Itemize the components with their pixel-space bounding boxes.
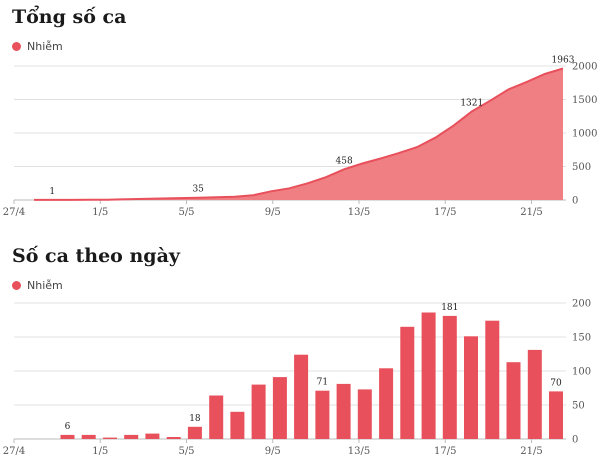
y-tick-label: 500 xyxy=(572,162,591,173)
data-label: 1321 xyxy=(460,98,483,108)
x-tick-label: 17/5 xyxy=(434,446,456,457)
bar xyxy=(81,434,96,439)
legend-swatch-icon xyxy=(12,281,21,290)
data-label: 71 xyxy=(317,378,328,388)
bar xyxy=(400,326,415,439)
x-tick-label: 21/5 xyxy=(520,446,542,457)
bar xyxy=(527,349,542,439)
x-tick-label: 27/4 xyxy=(3,207,25,218)
bar xyxy=(485,320,500,439)
y-tick-label: 1000 xyxy=(572,129,597,140)
legend-label: Nhiễm xyxy=(27,40,63,53)
cumulative-area-chart: 0 500 1000 1500 2000 27/4 1/5 5/5 9/5 13/5 17/5 21/… xyxy=(3,55,598,218)
bar xyxy=(549,391,563,439)
bar xyxy=(145,433,160,439)
y-tick-label: 0 xyxy=(572,196,578,207)
bar xyxy=(272,377,287,439)
bar xyxy=(464,336,478,439)
data-label: 1963 xyxy=(552,55,575,65)
legend-swatch-icon xyxy=(12,42,21,51)
data-label: 35 xyxy=(192,185,204,195)
bar xyxy=(379,368,394,439)
cumulative-chart-title: Tổng số ca xyxy=(12,6,127,28)
x-tick-label: 5/5 xyxy=(178,446,194,457)
bar xyxy=(187,426,202,439)
daily-cases-panel: Số ca theo ngày Nhiễm 0 50 100 150 200 27/4 1/… xyxy=(0,237,600,461)
bar xyxy=(442,315,457,439)
x-tick-label: 9/5 xyxy=(265,207,281,218)
y-tick-label: 0 xyxy=(572,435,578,446)
bar xyxy=(294,354,309,439)
bar xyxy=(336,383,351,439)
legend-label: Nhiễm xyxy=(27,279,63,292)
y-tick-label: 100 xyxy=(572,367,591,378)
daily-bar-chart: 0 50 100 150 200 27/4 1/5 5/5 9/5 13/5 17/5 21/5 6 18… xyxy=(3,299,591,458)
bar xyxy=(421,312,436,439)
data-label: 70 xyxy=(550,378,562,388)
y-tick-label: 1500 xyxy=(572,95,597,106)
x-tick-label: 9/5 xyxy=(265,446,281,457)
bar xyxy=(209,395,224,439)
x-tick-label: 1/5 xyxy=(92,207,108,218)
bar xyxy=(251,384,266,439)
x-tick-label: 27/4 xyxy=(3,446,25,457)
data-label: 6 xyxy=(65,422,71,432)
cumulative-legend[interactable]: Nhiễm xyxy=(12,40,63,53)
x-tick-label: 1/5 xyxy=(92,446,108,457)
bar xyxy=(60,434,75,439)
y-tick-label: 150 xyxy=(572,333,591,344)
area-line xyxy=(34,67,564,201)
y-tick-label: 200 xyxy=(572,299,591,310)
data-label: 18 xyxy=(189,414,201,424)
data-label: 1 xyxy=(49,187,55,197)
x-tick-label: 5/5 xyxy=(178,207,194,218)
x-tick-label: 21/5 xyxy=(520,207,542,218)
data-label: 181 xyxy=(441,303,458,313)
bar xyxy=(506,362,521,439)
bar xyxy=(124,434,139,439)
daily-chart-title: Số ca theo ngày xyxy=(12,245,180,267)
x-tick-label: 17/5 xyxy=(434,207,456,218)
bar xyxy=(166,437,181,439)
x-tick-label: 13/5 xyxy=(348,446,370,457)
area-fill xyxy=(34,68,563,200)
y-tick-label: 2000 xyxy=(572,62,597,73)
bar xyxy=(357,389,372,439)
cumulative-cases-panel: Tổng số ca Nhiễm 0 500 1000 1500 2000 27/4 1/5… xyxy=(0,0,600,225)
bar xyxy=(103,437,117,439)
x-tick-label: 13/5 xyxy=(348,207,370,218)
bar xyxy=(230,411,245,439)
y-tick-label: 50 xyxy=(572,401,585,412)
bar xyxy=(315,390,330,439)
daily-legend[interactable]: Nhiễm xyxy=(12,279,63,292)
data-label: 458 xyxy=(336,156,353,166)
